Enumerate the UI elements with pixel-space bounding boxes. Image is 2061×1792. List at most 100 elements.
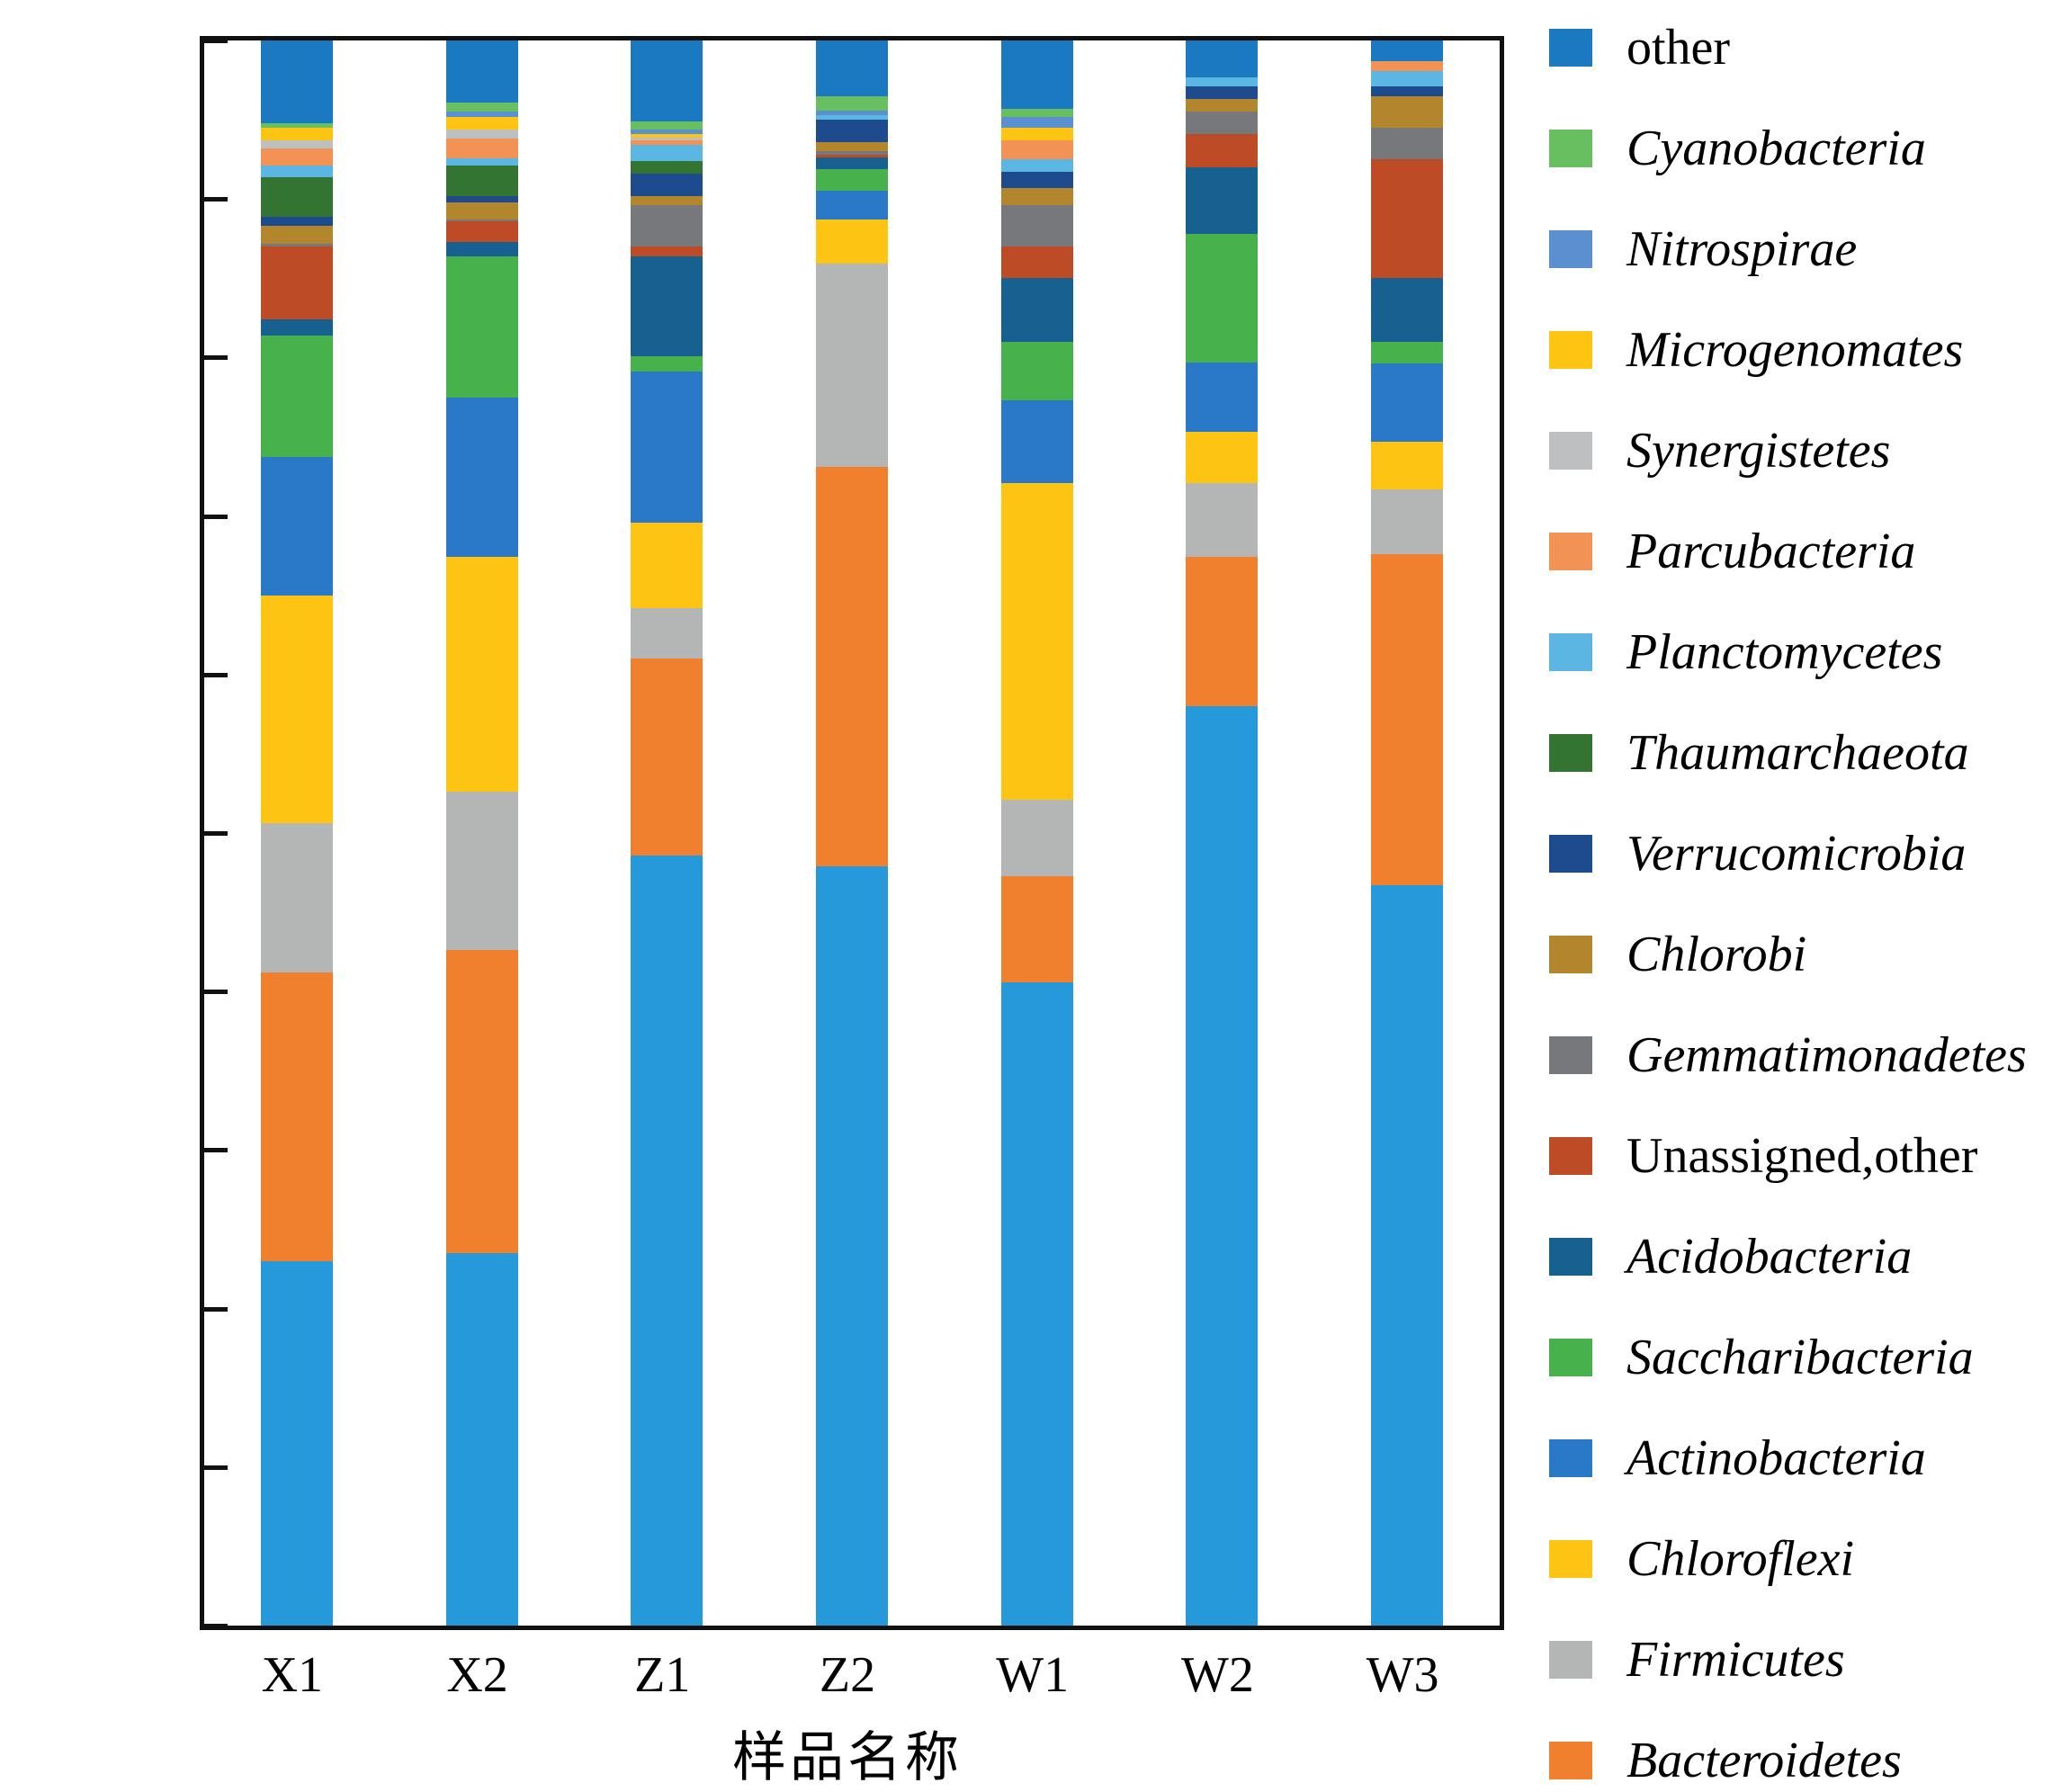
bar-Z2 bbox=[816, 40, 888, 1626]
bar-segment-cyanobacteria bbox=[816, 95, 888, 111]
legend-item-firmicutes: Firmicutes bbox=[1549, 1628, 1845, 1691]
legend-label: Actinobacteria bbox=[1626, 1430, 1926, 1486]
bar-segment-gemmatimonadetes bbox=[260, 243, 333, 247]
bar-segment-unlabeled-bottom-segment bbox=[631, 855, 703, 1626]
legend-swatch bbox=[1549, 633, 1592, 671]
bar-segment-gemmatimonadetes bbox=[1371, 127, 1444, 160]
bar-segment-nitrospirae bbox=[631, 129, 703, 135]
legend-swatch bbox=[1549, 432, 1592, 470]
y-tick-mark bbox=[204, 672, 228, 677]
bar-segment-synergistetes bbox=[445, 129, 518, 139]
bar-segment-synergistetes bbox=[260, 140, 333, 148]
bar-segment-unassigned-other bbox=[1000, 246, 1073, 279]
bar-Z1 bbox=[631, 40, 703, 1626]
legend-swatch bbox=[1549, 1439, 1592, 1477]
bar-segment-unassigned-other bbox=[445, 220, 518, 242]
legend-swatch bbox=[1549, 1238, 1592, 1276]
bar-segment-unlabeled-bottom-segment bbox=[816, 866, 888, 1626]
bar-segment-bacteroidetes bbox=[260, 972, 333, 1261]
y-tick-mark bbox=[204, 1306, 228, 1312]
legend-swatch bbox=[1549, 130, 1592, 167]
legend-swatch bbox=[1549, 1036, 1592, 1074]
legend-item-microgenomates: Microgenomates bbox=[1549, 318, 1963, 381]
x-tick-label-Z2: Z2 bbox=[819, 1647, 876, 1703]
legend-item-gemmatimonadetes: Gemmatimonadetes bbox=[1549, 1024, 2027, 1087]
bar-X1 bbox=[260, 40, 333, 1626]
x-tick-label-Z1: Z1 bbox=[634, 1647, 691, 1703]
bar-segment-microgenomates bbox=[445, 116, 518, 130]
y-tick-mark bbox=[204, 990, 228, 995]
bar-W2 bbox=[1186, 40, 1259, 1626]
bar-segment-chlorobi bbox=[1371, 95, 1444, 128]
legend-item-bacteroidetes: Bacteroidetes bbox=[1549, 1729, 1902, 1792]
bar-segment-cyanobacteria bbox=[260, 122, 333, 129]
y-tick-mark bbox=[204, 355, 228, 361]
bar-segment-actinobacteria bbox=[1371, 363, 1444, 442]
bar-segment-gemmatimonadetes bbox=[445, 220, 518, 221]
legend-label: Bacteroidetes bbox=[1626, 1733, 1902, 1788]
bar-segment-bacteroidetes bbox=[445, 950, 518, 1253]
bar-segment-microgenomates bbox=[631, 134, 703, 138]
bar-segment-microgenomates bbox=[1000, 128, 1073, 141]
legend-swatch bbox=[1549, 936, 1592, 973]
x-axis-title: 样品名称 bbox=[732, 1728, 963, 1788]
legend-swatch bbox=[1549, 1339, 1592, 1376]
x-tick-label-W1: W1 bbox=[996, 1647, 1070, 1703]
bar-segment-firmicutes bbox=[1371, 488, 1444, 554]
bar-segment-saccharibacteria bbox=[260, 335, 333, 458]
bar-segment-acidobacteria bbox=[260, 319, 333, 336]
bar-W3 bbox=[1371, 40, 1444, 1626]
bar-segment-unassigned-other bbox=[1186, 134, 1259, 167]
bar-segment-other bbox=[631, 40, 703, 122]
bar-segment-firmicutes bbox=[631, 607, 703, 659]
bar-segment-other bbox=[816, 40, 888, 96]
bar-segment-other bbox=[445, 40, 518, 103]
bar-segment-bacteroidetes bbox=[1186, 557, 1259, 707]
bar-segment-parcubacteria bbox=[1371, 61, 1444, 71]
bar-segment-saccharibacteria bbox=[631, 355, 703, 372]
bar-segment-verrucomicrobia bbox=[445, 195, 518, 202]
legend-label: Parcubacteria bbox=[1626, 524, 1916, 579]
legend-item-acidobacteria: Acidobacteria bbox=[1549, 1225, 1912, 1288]
bar-segment-planctomycetes bbox=[1371, 70, 1444, 87]
y-tick-mark bbox=[204, 197, 228, 202]
bar-segment-actinobacteria bbox=[816, 191, 888, 220]
bar-segment-chloroflexi bbox=[631, 522, 703, 608]
bar-segment-unlabeled-bottom-segment bbox=[1371, 885, 1444, 1626]
y-tick-mark bbox=[204, 514, 228, 519]
bar-segment-thaumarchaeota bbox=[631, 161, 703, 175]
bar-segment-unlabeled-bottom-segment bbox=[1000, 981, 1073, 1626]
legend-item-chlorobi: Chlorobi bbox=[1549, 923, 1806, 986]
bar-segment-verrucomicrobia bbox=[1186, 86, 1259, 100]
bar-segment-actinobacteria bbox=[445, 397, 518, 558]
bar-segment-chloroflexi bbox=[1000, 482, 1073, 801]
bar-segment-unlabeled-bottom-segment bbox=[1186, 706, 1259, 1626]
bar-segment-verrucomicrobia bbox=[816, 120, 888, 142]
legend-swatch bbox=[1549, 1641, 1592, 1679]
bar-segment-nitrospirae bbox=[445, 112, 518, 117]
bar-segment-acidobacteria bbox=[445, 241, 518, 256]
legend-label: Gemmatimonadetes bbox=[1626, 1027, 2027, 1083]
bar-segment-chlorobi bbox=[816, 141, 888, 152]
bar-segment-chloroflexi bbox=[445, 557, 518, 793]
bar-segment-chlorobi bbox=[260, 226, 333, 244]
bar-X2 bbox=[445, 40, 518, 1626]
bar-segment-unassigned-other bbox=[631, 246, 703, 256]
bar-segment-chloroflexi bbox=[1186, 432, 1259, 483]
bar-segment-parcubacteria bbox=[631, 140, 703, 146]
legend-item-saccharibacteria: Saccharibacteria bbox=[1549, 1326, 1974, 1389]
bar-segment-verrucomicrobia bbox=[260, 216, 333, 227]
bar-segment-planctomycetes bbox=[1186, 76, 1259, 87]
y-tick-mark bbox=[204, 1624, 228, 1628]
legend-swatch bbox=[1549, 230, 1592, 268]
bar-segment-bacteroidetes bbox=[631, 659, 703, 856]
legend-label: Saccharibacteria bbox=[1626, 1330, 1974, 1385]
bar-segment-parcubacteria bbox=[445, 139, 518, 158]
bar-segment-microgenomates bbox=[260, 128, 333, 141]
bar-segment-cyanobacteria bbox=[445, 102, 518, 112]
bar-segment-cyanobacteria bbox=[631, 121, 703, 130]
bar-segment-parcubacteria bbox=[1000, 140, 1073, 160]
legend-swatch bbox=[1549, 734, 1592, 772]
bar-segment-thaumarchaeota bbox=[445, 166, 518, 196]
